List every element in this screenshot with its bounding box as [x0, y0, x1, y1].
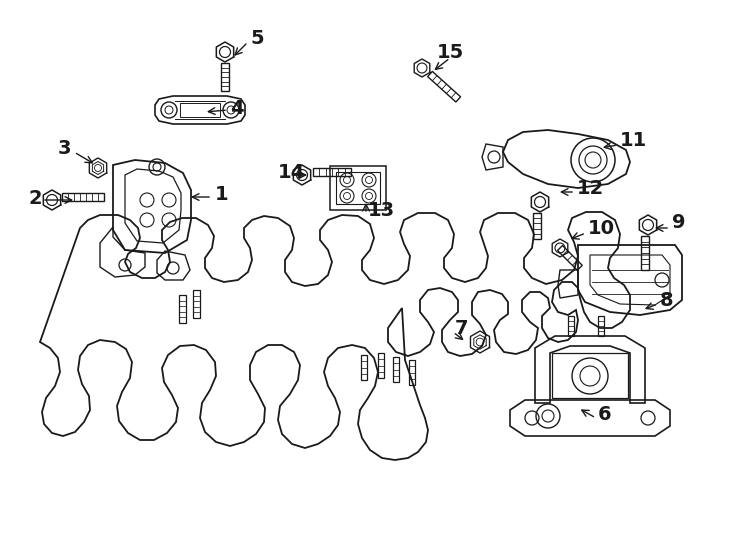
Bar — [180, 103, 220, 117]
Text: 2: 2 — [28, 188, 42, 207]
Text: 4: 4 — [230, 98, 244, 118]
Text: 7: 7 — [455, 319, 468, 338]
Text: 13: 13 — [368, 200, 395, 219]
Text: 14: 14 — [278, 163, 305, 181]
Text: 6: 6 — [598, 406, 611, 424]
Text: 1: 1 — [215, 186, 228, 205]
Text: 15: 15 — [437, 43, 464, 62]
Text: 8: 8 — [660, 291, 674, 309]
Text: 12: 12 — [577, 179, 604, 198]
Text: 11: 11 — [620, 131, 647, 150]
Text: 9: 9 — [672, 213, 686, 232]
Text: 3: 3 — [58, 138, 71, 158]
Text: 5: 5 — [250, 29, 264, 48]
Text: 10: 10 — [588, 219, 615, 238]
